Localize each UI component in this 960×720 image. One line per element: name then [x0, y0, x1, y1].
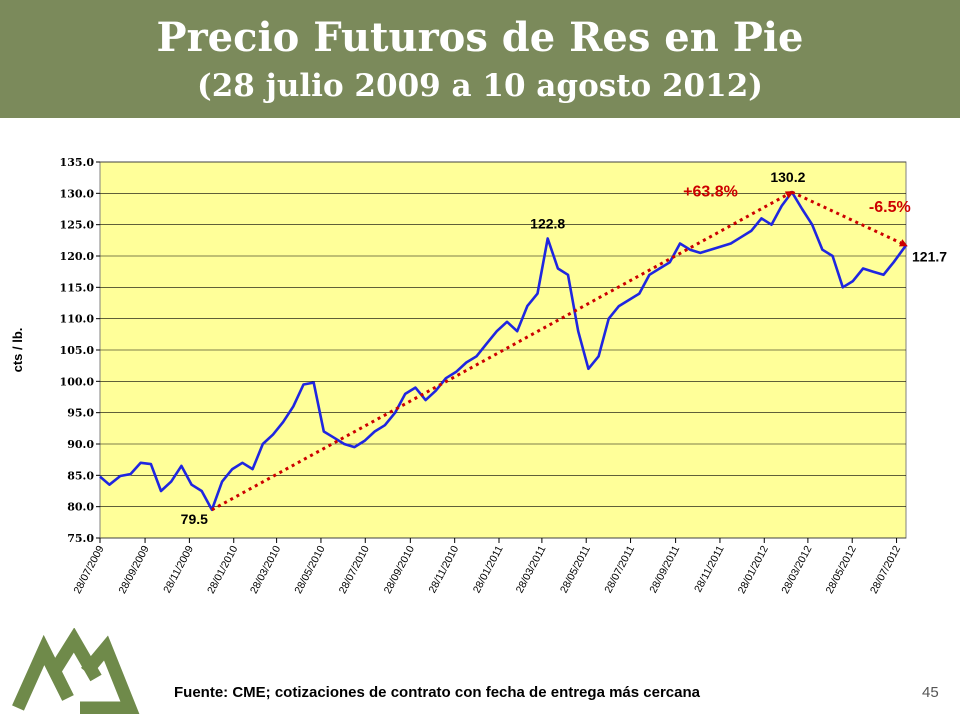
x-tick-label: 28/05/2010 [292, 544, 327, 596]
title-banner [0, 0, 960, 118]
y-axis-label: cts / lb. [10, 328, 25, 373]
x-tick-label: 28/01/2011 [471, 544, 506, 595]
x-tick-label: 28/07/2012 [868, 544, 903, 596]
slide-subtitle: (28 julio 2009 a 10 agosto 2012) [197, 68, 763, 104]
x-tick-label: 28/05/2011 [558, 544, 593, 595]
x-tick-label: 28/03/2010 [248, 544, 283, 596]
y-tick-label: 115.0 [60, 281, 95, 294]
data-annotation: 130.2 [770, 169, 805, 185]
data-annotation: 121.7 [912, 248, 947, 264]
data-annotation: -6.5% [869, 199, 911, 216]
data-annotation: +63.8% [683, 183, 738, 200]
data-annotation: 79.5 [181, 511, 208, 527]
y-tick-label: 85.0 [67, 469, 94, 482]
organization-logo-icon [12, 628, 140, 714]
slide-title: Precio Futuros de Res en Pie [156, 14, 804, 61]
x-tick-label: 28/09/2009 [116, 544, 151, 596]
x-tick-label: 28/01/2010 [205, 544, 240, 596]
y-tick-label: 80.0 [67, 501, 94, 514]
price-series-line [99, 190, 908, 512]
page-number: 45 [922, 684, 939, 701]
x-tick-label: 28/07/2009 [71, 544, 106, 596]
y-tick-label: 135.0 [60, 156, 95, 169]
y-tick-label: 110.0 [60, 313, 95, 326]
y-tick-label: 100.0 [60, 375, 95, 388]
x-tick-label: 28/11/2009 [161, 544, 196, 595]
x-tick-label: 28/09/2010 [382, 544, 417, 596]
data-annotation: 122.8 [530, 215, 565, 231]
y-tick-label: 90.0 [67, 438, 94, 451]
x-tick-label: 28/05/2012 [824, 544, 859, 596]
x-tick-label: 28/11/2011 [692, 544, 727, 595]
x-tick-label: 28/03/2012 [779, 544, 814, 596]
x-tick-label: 28/11/2010 [426, 544, 461, 595]
y-tick-label: 95.0 [67, 407, 94, 420]
y-tick-label: 105.0 [60, 344, 95, 357]
y-tick-label: 75.0 [67, 532, 94, 545]
source-note: Fuente: CME; cotizaciones de contrato co… [174, 684, 700, 701]
x-tick-label: 28/07/2011 [602, 544, 637, 595]
trend-arrow [211, 190, 794, 512]
x-tick-label: 28/07/2010 [337, 544, 372, 596]
x-tick-label: 28/01/2012 [736, 544, 771, 596]
x-tick-label: 28/09/2011 [647, 544, 682, 595]
y-tick-label: 120.0 [60, 250, 95, 263]
x-tick-label: 28/03/2011 [514, 544, 549, 595]
price-chart: 75.0 80.0 85.0 90.0 95.0 100.0 105.0 110.0 115.0… [10, 156, 947, 596]
y-tick-label: 130.0 [60, 187, 95, 200]
y-tick-label: 125.0 [60, 219, 95, 232]
